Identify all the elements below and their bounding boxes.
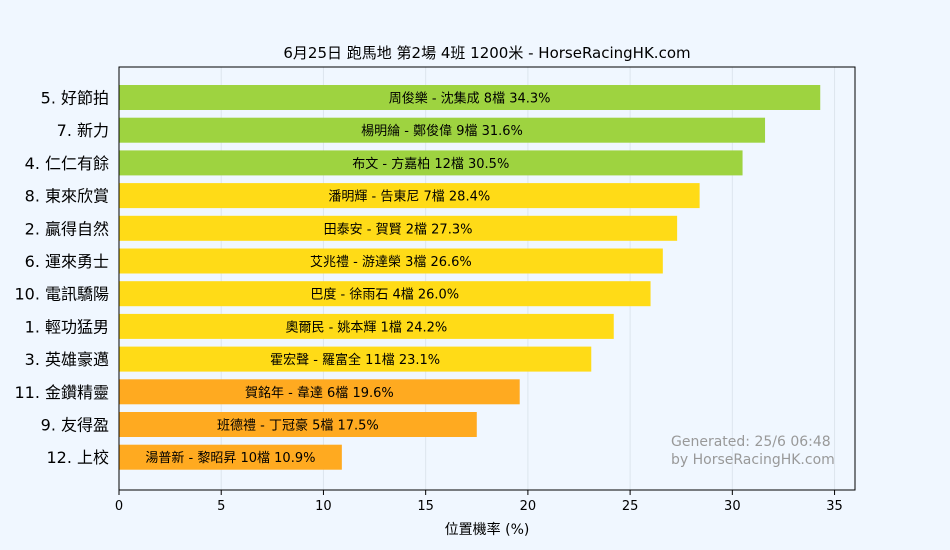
bar bbox=[119, 379, 520, 405]
category-labels: 5. 好節拍 7. 新力 4. 仁仁有餘 8. 東來欣賞 2. 贏得自然 6. 運來勇士 1… bbox=[14, 89, 109, 468]
watermark-line-2: by HorseRacingHK.com bbox=[671, 452, 835, 468]
bar-label: 奧爾民 - 姚本輝 1檔 24.2% bbox=[285, 320, 447, 335]
bars bbox=[119, 85, 821, 470]
plot-frame bbox=[118, 66, 856, 491]
bar-label: 布文 - 方嘉柏 12檔 30.5% bbox=[352, 156, 509, 172]
category-label: 6. 運來勇士 bbox=[25, 252, 109, 271]
bar-label: 潘明輝 - 告東尼 7檔 28.4% bbox=[328, 189, 490, 205]
bar-label: 巴度 - 徐雨石 4檔 26.0% bbox=[310, 287, 459, 303]
bar-label: 賀銘年 - 韋達 6檔 19.6% bbox=[245, 386, 394, 401]
x-tick-label: 0 bbox=[115, 499, 123, 514]
category-label: 12. 上校 bbox=[46, 448, 109, 467]
bar-label: 艾兆禮 - 游達榮 3檔 26.6% bbox=[310, 255, 472, 270]
x-tick-label: 5 bbox=[217, 499, 225, 514]
x-tick-label: 20 bbox=[520, 499, 537, 514]
x-tick-label: 15 bbox=[417, 499, 434, 514]
bar bbox=[119, 117, 766, 143]
category-label: 3. 英雄豪邁 bbox=[25, 350, 109, 369]
bar-label: 楊明綸 - 鄭俊偉 9檔 31.6% bbox=[361, 123, 523, 139]
bar bbox=[119, 248, 663, 274]
category-label: 10. 電訊驕陽 bbox=[14, 285, 109, 304]
category-label: 5. 好節拍 bbox=[41, 89, 109, 108]
category-label: 9. 友得盈 bbox=[41, 416, 109, 435]
bar-labels: 周俊樂 - 沈集成 8檔 34.3% 楊明綸 - 鄭俊偉 9檔 31.6% 布文 -… bbox=[145, 91, 550, 467]
bar-label: 田泰安 - 賀賢 2檔 27.3% bbox=[324, 222, 473, 237]
category-label: 7. 新力 bbox=[57, 121, 109, 140]
x-tick-label: 10 bbox=[315, 499, 332, 514]
bar bbox=[119, 444, 342, 470]
category-label: 2. 贏得自然 bbox=[25, 219, 109, 238]
x-tick-label: 35 bbox=[826, 499, 843, 514]
x-axis-label: 位置機率 (%) bbox=[445, 521, 530, 538]
bar bbox=[119, 281, 651, 307]
category-label: 4. 仁仁有餘 bbox=[25, 154, 109, 173]
bar-label: 班德禮 - 丁冠豪 5檔 17.5% bbox=[217, 418, 379, 434]
x-tick-label: 30 bbox=[724, 499, 741, 514]
category-label: 1. 輕功猛男 bbox=[25, 317, 109, 336]
bar bbox=[119, 215, 678, 241]
category-label: 8. 東來欣賞 bbox=[25, 187, 109, 206]
bar bbox=[119, 412, 477, 437]
bar bbox=[119, 183, 700, 209]
bar bbox=[119, 85, 821, 110]
category-label: 11. 金鑽精靈 bbox=[14, 383, 109, 402]
bar bbox=[119, 346, 592, 372]
chart-title: 6月25日 跑馬地 第2場 4班 1200米 - HorseRacingHK.c… bbox=[283, 44, 690, 62]
bar-label: 霍宏聲 - 羅富全 11檔 23.1% bbox=[270, 352, 440, 368]
bar bbox=[119, 313, 614, 339]
x-tick-label: 25 bbox=[622, 499, 639, 514]
bar-label: 湯普新 - 黎昭昇 10檔 10.9% bbox=[145, 450, 315, 466]
bar-label: 周俊樂 - 沈集成 8檔 34.3% bbox=[389, 91, 551, 107]
bar bbox=[119, 150, 743, 176]
x-ticks: 0 5 10 15 20 25 30 35 bbox=[115, 490, 843, 514]
watermark-line-1: Generated: 25/6 06:48 bbox=[671, 434, 831, 450]
